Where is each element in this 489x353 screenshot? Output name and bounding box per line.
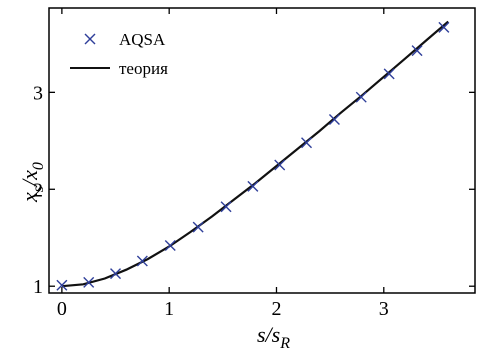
- x-axis-label: s/sR: [257, 322, 290, 352]
- legend: AQSA теория: [70, 30, 168, 78]
- x-tick-label: 0: [57, 298, 67, 320]
- legend-label-theory: теория: [119, 59, 168, 78]
- x-axis-label-main: s/s: [257, 322, 280, 347]
- plot-frame: [48, 7, 476, 294]
- x-axis-label-sub: R: [279, 335, 290, 352]
- y-tick-label: 1: [33, 276, 43, 298]
- legend-label-aqsa: AQSA: [119, 30, 166, 49]
- plot-area: [48, 7, 476, 294]
- y-axis-label: xs/x0: [17, 162, 47, 203]
- markers: [56, 21, 450, 291]
- aqsa-marker: [56, 279, 68, 291]
- aqsa-marker: [110, 268, 122, 280]
- aqsa-marker: [301, 137, 313, 149]
- aqsa-marker: [247, 180, 259, 192]
- aqsa-marker: [438, 21, 450, 33]
- x-tick-label: 2: [271, 298, 281, 320]
- aqsa-marker: [328, 113, 340, 125]
- y-axis-label-sub2: 0: [30, 162, 47, 170]
- y-axis-label-main: x: [17, 192, 42, 203]
- aqsa-marker: [164, 240, 176, 251]
- y-axis-label-mid: /x: [17, 170, 42, 188]
- y-axis-label-sub1: s: [30, 186, 47, 192]
- aqsa-marker: [355, 91, 367, 103]
- aqsa-marker: [136, 255, 148, 267]
- legend-marker-aqsa: [84, 33, 96, 45]
- aqsa-marker: [83, 276, 95, 288]
- aqsa-marker: [192, 221, 204, 233]
- y-tick-label: 3: [33, 82, 43, 104]
- aqsa-marker: [383, 68, 395, 80]
- x-tick-label: 3: [379, 298, 389, 320]
- y-tick-label: 2: [33, 179, 43, 201]
- x-tick-label: 1: [164, 298, 174, 320]
- legend-marker-x: [84, 33, 96, 45]
- aqsa-marker: [274, 159, 286, 171]
- aqsa-marker: [411, 45, 423, 57]
- aqsa-marker: [220, 201, 232, 213]
